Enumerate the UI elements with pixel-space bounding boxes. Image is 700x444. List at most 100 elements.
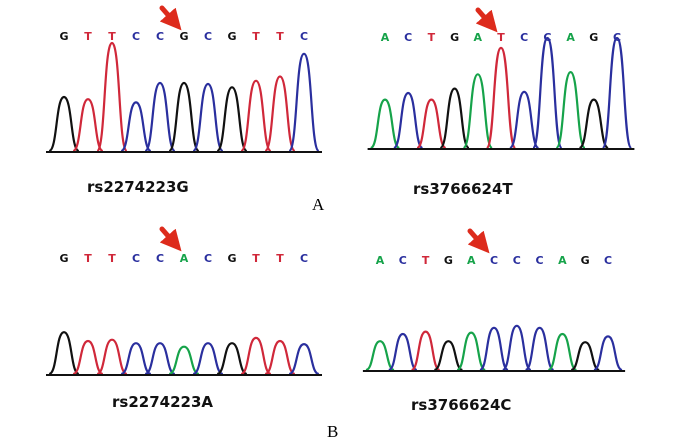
base-letter-c: C <box>490 254 498 267</box>
base-letter-g: G <box>227 30 236 43</box>
base-letter-g: G <box>59 252 68 265</box>
peak-g <box>433 340 463 372</box>
peak-t <box>410 330 441 372</box>
base-letter-a: A <box>558 254 567 267</box>
base-letter-g: G <box>179 30 188 43</box>
base-letter-t: T <box>84 252 92 265</box>
peak-g <box>570 341 600 372</box>
peak-c <box>601 36 633 150</box>
base-letter-c: C <box>604 254 612 267</box>
peak-t <box>96 41 128 153</box>
base-letter-g: G <box>227 252 236 265</box>
peak-c <box>288 343 320 376</box>
peak-a <box>369 98 401 150</box>
peak-c <box>508 90 540 150</box>
base-letter-a: A <box>566 31 575 44</box>
base-letter-g: G <box>444 254 453 267</box>
peak-c <box>531 36 563 150</box>
base-letter-c: C <box>204 252 212 265</box>
trace-rs2274223g: G T T C C G C G T T C rs2274223G <box>46 5 322 196</box>
red-arrow-icon <box>467 228 490 254</box>
base-letter-c: C <box>204 30 212 43</box>
peak-c <box>388 332 418 372</box>
snp-arrow-indicator <box>159 226 182 252</box>
chromatogram-peaks <box>369 36 633 150</box>
snp-label-rs2274223g: rs2274223G <box>87 178 189 196</box>
base-letter-a: A <box>376 254 385 267</box>
base-letter-a: A <box>467 254 476 267</box>
peak-t <box>72 339 104 376</box>
peak-a <box>365 340 395 372</box>
peak-c <box>120 342 152 376</box>
base-letter-c: C <box>536 254 544 267</box>
base-letter-g: G <box>450 31 459 44</box>
base-letter-t: T <box>252 30 260 43</box>
base-letter-c: C <box>132 252 140 265</box>
red-arrow-icon <box>475 7 498 33</box>
peak-g <box>216 86 248 153</box>
peak-g <box>168 81 200 153</box>
base-letter-g: G <box>589 31 598 44</box>
base-letter-c: C <box>156 252 164 265</box>
peak-a <box>555 71 587 150</box>
peak-c <box>593 335 623 372</box>
base-letter-a: A <box>474 31 483 44</box>
peak-g <box>578 98 609 150</box>
base-letter-t: T <box>276 30 284 43</box>
peak-c <box>144 342 176 376</box>
base-letter-c: C <box>520 31 528 44</box>
peak-a <box>547 332 578 372</box>
snp-label-rs2274223a: rs2274223A <box>112 393 213 411</box>
peak-c <box>524 326 555 372</box>
red-arrow-icon <box>159 5 182 31</box>
snp-arrow-indicator <box>475 7 498 33</box>
peak-c <box>192 342 224 376</box>
peak-c <box>288 52 320 153</box>
base-letter-c: C <box>300 252 308 265</box>
peak-g <box>439 87 471 150</box>
base-letter-a: A <box>381 31 390 44</box>
base-letter-t: T <box>428 31 436 44</box>
peak-a <box>462 73 494 150</box>
snp-label-rs3766624c: rs3766624C <box>411 396 511 414</box>
snp-arrow-indicator <box>159 5 182 31</box>
base-letter-t: T <box>108 30 116 43</box>
base-letter-a: A <box>180 252 189 265</box>
base-letter-t: T <box>422 254 430 267</box>
base-letter-t: T <box>108 252 116 265</box>
chromatogram-peaks <box>48 331 320 376</box>
chromatogram-peaks <box>365 324 623 372</box>
base-letter-t: T <box>252 252 260 265</box>
base-letter-t: T <box>84 30 92 43</box>
peak-a <box>456 331 486 372</box>
peak-t <box>264 339 296 376</box>
peak-a <box>168 345 200 376</box>
peak-t <box>96 338 128 376</box>
base-letter-c: C <box>300 30 308 43</box>
peak-c <box>144 81 176 153</box>
snp-label-rs3766624t: rs3766624T <box>413 180 513 198</box>
base-letter-g: G <box>581 254 590 267</box>
peak-t <box>416 98 447 150</box>
peak-c <box>479 326 509 372</box>
red-arrow-icon <box>159 226 182 252</box>
peak-c <box>192 82 224 153</box>
peak-c <box>120 101 152 153</box>
panel-label-b: B <box>327 422 338 441</box>
snp-arrow-indicator <box>467 228 490 254</box>
base-letter-t: T <box>497 31 505 44</box>
base-letter-c: C <box>404 31 412 44</box>
trace-rs2274223a: G T T C C A C G T T C rs2274223A <box>46 226 322 411</box>
peak-t <box>264 75 296 153</box>
peak-t <box>240 79 272 153</box>
base-letter-g: G <box>59 30 68 43</box>
trace-rs3766624c: A C T G A C C C A G C rs3766624C <box>362 228 626 414</box>
base-letter-c: C <box>513 254 521 267</box>
base-letter-c: C <box>399 254 407 267</box>
peak-g <box>48 95 80 153</box>
